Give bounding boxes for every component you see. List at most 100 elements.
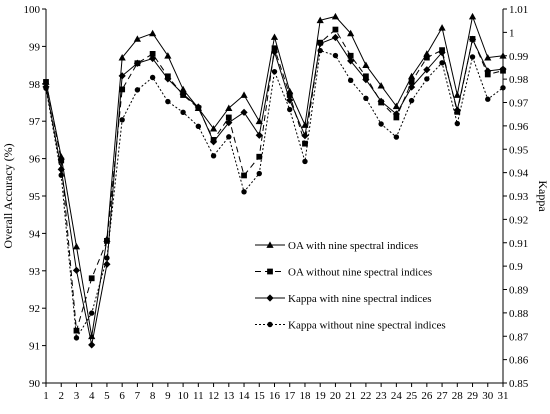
x-tick-label: 29 xyxy=(467,390,479,402)
data-point xyxy=(331,12,340,20)
data-point xyxy=(133,35,141,42)
axes: 909192939495969798991000.850.860.870.880… xyxy=(24,4,529,402)
data-point xyxy=(424,76,430,82)
data-point xyxy=(439,60,445,66)
data-point xyxy=(271,68,278,75)
data-point xyxy=(164,75,172,83)
y-tick-label: 95 xyxy=(29,191,41,203)
x-tick-label: 10 xyxy=(178,390,190,402)
data-point xyxy=(468,12,477,20)
data-point xyxy=(194,103,202,111)
data-point xyxy=(149,74,156,81)
data-point xyxy=(423,66,431,74)
data-point xyxy=(225,104,233,111)
y2-tick-label: 0.86 xyxy=(509,355,529,367)
y2-tick-label: 0.93 xyxy=(509,191,529,203)
data-point xyxy=(119,86,126,93)
data-point xyxy=(164,52,172,59)
data-point xyxy=(89,310,95,316)
x-tick-label: 20 xyxy=(330,390,342,402)
y-tick-label: 100 xyxy=(24,4,41,16)
data-point xyxy=(302,140,308,147)
y2-tick-label: 0.87 xyxy=(509,331,529,343)
data-point xyxy=(499,52,507,59)
x-tick-label: 13 xyxy=(223,390,235,402)
x-tick-label: 14 xyxy=(239,390,251,402)
y-tick-label: 92 xyxy=(29,303,40,315)
data-point xyxy=(43,79,49,85)
data-point xyxy=(362,75,370,84)
data-point xyxy=(225,119,233,127)
x-tick-label: 24 xyxy=(391,390,403,402)
data-point xyxy=(271,45,278,52)
data-point xyxy=(286,92,293,98)
legend: OA with nine spectral indices OA without … xyxy=(255,240,446,332)
data-point xyxy=(484,67,492,75)
data-point xyxy=(210,153,217,159)
data-point xyxy=(72,242,81,250)
data-point xyxy=(58,157,65,164)
y2-tick-label: 0.98 xyxy=(509,74,529,86)
y-tick-label: 96 xyxy=(29,154,41,166)
y2-tick-label: 0.99 xyxy=(509,51,529,63)
series-line xyxy=(45,49,504,340)
data-point xyxy=(453,91,461,98)
data-point xyxy=(286,96,294,104)
y-tick-label: 93 xyxy=(29,266,41,278)
x-tick-label: 18 xyxy=(299,390,311,402)
data-point xyxy=(72,266,81,274)
y-axis-title: Overall Accuracy (%) xyxy=(1,143,15,248)
data-point xyxy=(241,189,247,195)
data-point xyxy=(408,72,416,80)
data-point xyxy=(332,52,339,59)
x-tick-label: 6 xyxy=(119,390,125,402)
data-point xyxy=(270,48,279,56)
data-point xyxy=(43,85,49,91)
x-tick-label: 26 xyxy=(421,390,433,402)
data-point xyxy=(104,238,110,244)
y-tick-label: 91 xyxy=(29,341,40,353)
data-point xyxy=(499,65,507,73)
x-tick-label: 30 xyxy=(482,390,494,402)
data-point xyxy=(104,255,110,261)
series-group xyxy=(42,12,507,340)
x-tick-label: 22 xyxy=(360,390,371,402)
data-point xyxy=(119,117,125,123)
data-point xyxy=(88,341,96,349)
y2-tick-label: 0.89 xyxy=(509,285,529,297)
data-point xyxy=(302,158,308,165)
data-point xyxy=(316,16,324,24)
data-point xyxy=(209,125,218,132)
y2-tick-label: 0.88 xyxy=(509,308,529,320)
y2-tick-label: 0.94 xyxy=(509,168,529,180)
x-tick-label: 4 xyxy=(89,390,95,402)
data-point xyxy=(408,83,416,91)
data-point xyxy=(88,275,95,282)
data-point xyxy=(378,121,384,127)
data-point xyxy=(256,153,263,160)
series-group xyxy=(42,33,507,349)
data-point xyxy=(347,77,354,83)
y2-tick-label: 0.92 xyxy=(509,214,528,226)
data-point xyxy=(270,33,279,40)
data-point xyxy=(180,109,186,116)
data-point xyxy=(347,52,354,59)
data-point xyxy=(393,134,400,140)
legend-label: Kappa without nine spectral indices xyxy=(288,320,446,332)
x-tick-label: 2 xyxy=(58,390,64,402)
legend-label: Kappa with nine spectral indices xyxy=(288,293,432,305)
x-tick-label: 16 xyxy=(269,390,281,402)
data-point xyxy=(240,108,248,116)
data-point xyxy=(438,48,446,57)
data-point xyxy=(209,138,218,146)
data-point xyxy=(392,110,400,118)
y2-axis-title: Kappa xyxy=(536,180,550,212)
y2-tick-label: 0.9 xyxy=(509,261,523,273)
x-tick-label: 15 xyxy=(254,390,266,402)
data-point xyxy=(468,35,477,43)
data-point xyxy=(134,87,141,93)
x-tick-label: 23 xyxy=(376,390,388,402)
y2-tick-label: 0.97 xyxy=(509,98,529,110)
data-point xyxy=(377,97,385,105)
data-point xyxy=(331,33,340,42)
